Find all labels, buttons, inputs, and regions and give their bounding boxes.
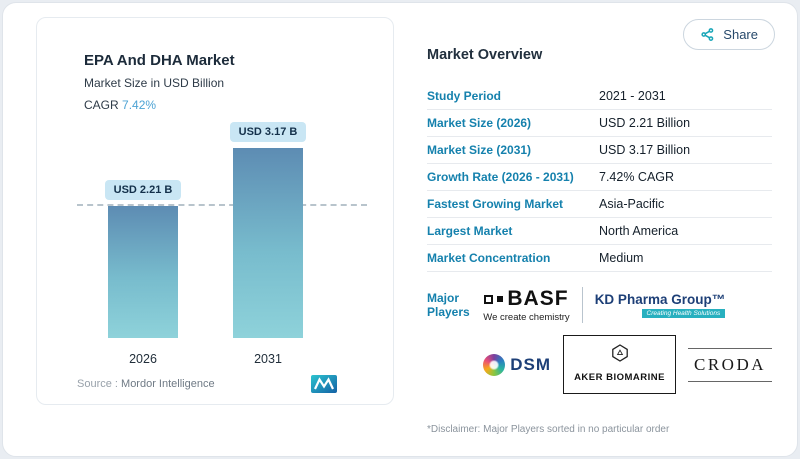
table-row: Market Size (2026) USD 2.21 Billion (427, 110, 772, 137)
disclaimer-text: *Disclaimer: Major Players sorted in no … (427, 424, 670, 435)
row-value: 7.42% CAGR (599, 170, 675, 184)
table-row: Growth Rate (2026 - 2031) 7.42% CAGR (427, 164, 772, 191)
chart-panel: EPA And DHA Market Market Size in USD Bi… (36, 17, 394, 405)
aker-hexagon-icon (611, 344, 628, 362)
basf-tagline: We create chemistry (483, 312, 570, 323)
chart-subtitle: Market Size in USD Billion (84, 76, 225, 90)
market-overview-panel: Market Overview Study Period 2021 - 2031… (427, 47, 772, 394)
row-value: Medium (599, 251, 644, 265)
row-value: USD 2.21 Billion (599, 116, 691, 130)
share-label: Share (723, 27, 758, 42)
chart-title: EPA And DHA Market (84, 52, 235, 69)
cagr-value: 7.42% (122, 98, 157, 112)
value-label-pill: USD 3.17 B (229, 122, 307, 142)
row-value: Asia-Pacific (599, 197, 665, 211)
row-label: Fastest Growing Market (427, 197, 564, 211)
table-row: Largest Market North America (427, 218, 772, 245)
source-row: Source : Mordor Intelligence (77, 375, 337, 393)
bar-column-2026: USD 2.21 B (104, 180, 182, 338)
row-value: North America (599, 224, 679, 238)
table-row: Market Size (2031) USD 3.17 Billion (427, 137, 772, 164)
value-label-pill: USD 2.21 B (104, 180, 182, 200)
mordor-intelligence-logo-icon (311, 375, 337, 393)
aker-biomarine-logo: AKER BIOMARINE (563, 335, 676, 394)
basf-logo: BASF We create chemistry (483, 287, 569, 323)
kd-pharma-tagline: Creating Health Solutions (641, 309, 726, 318)
x-axis-label-2031: 2031 (254, 352, 282, 366)
major-players-section: Major Players BASF We create chemistry K… (427, 287, 772, 394)
row-label: Growth Rate (2026 - 2031) (427, 170, 574, 184)
aker-name: AKER BIOMARINE (574, 372, 665, 383)
source-value: Mordor Intelligence (121, 378, 215, 390)
row-value: USD 3.17 Billion (599, 143, 691, 157)
dsm-name: DSM (510, 354, 552, 374)
dsm-globe-icon (483, 353, 506, 376)
logo-row: BASF We create chemistry KD Pharma Group… (483, 287, 772, 323)
share-button[interactable]: Share (683, 19, 775, 50)
logo-divider (581, 287, 583, 323)
row-label: Largest Market (427, 224, 513, 238)
cagr-label: CAGR (84, 98, 119, 112)
basf-square-fill-icon (497, 296, 504, 302)
source-text: Source : Mordor Intelligence (77, 378, 215, 390)
row-label: Market Size (2031) (427, 143, 532, 157)
kd-pharma-logo: KD Pharma Group™ Creating Health Solutio… (595, 292, 726, 318)
major-players-label: Major Players (427, 291, 470, 319)
bar-2026 (108, 206, 178, 338)
row-value: 2021 - 2031 (599, 89, 666, 103)
major-players-logos: BASF We create chemistry KD Pharma Group… (483, 287, 772, 394)
kd-pharma-name: KD Pharma Group™ (594, 292, 726, 307)
share-icon (700, 27, 715, 42)
row-label: Market Size (2026) (427, 116, 532, 130)
source-label: Source : (77, 378, 118, 390)
overview-table: Study Period 2021 - 2031 Market Size (20… (427, 83, 772, 272)
dsm-logo: DSM (483, 353, 552, 376)
chart-cagr: CAGR 7.42% (84, 98, 373, 112)
overview-title: Market Overview (427, 47, 543, 63)
logo-row: DSM AKER BIOMARINE CRODA (483, 335, 772, 394)
row-label: Study Period (427, 89, 502, 103)
bar-column-2031: USD 3.17 B (229, 122, 307, 338)
basf-square-outline-icon (484, 294, 494, 304)
reference-dashed-line (77, 204, 367, 206)
bar-chart: USD 2.21 B USD 3.17 B (37, 122, 393, 338)
x-axis-label-2026: 2026 (129, 352, 157, 366)
table-row: Fastest Growing Market Asia-Pacific (427, 191, 772, 218)
row-label: Market Concentration (427, 251, 551, 265)
basf-name: BASF (507, 287, 569, 310)
table-row: Market Concentration Medium (427, 245, 772, 272)
bar-2031 (233, 148, 303, 338)
croda-logo: CRODA (687, 347, 772, 382)
table-row: Study Period 2021 - 2031 (427, 83, 772, 110)
